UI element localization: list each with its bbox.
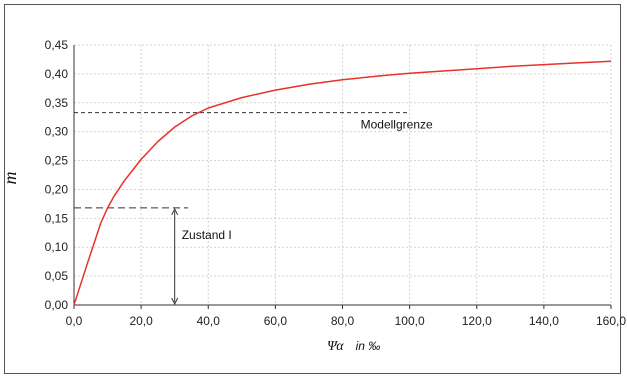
y-tick-label: 0,00 xyxy=(45,298,69,312)
y-tick-label: 0,45 xyxy=(45,38,69,52)
series-layer xyxy=(73,60,612,306)
x-tick-label: 40,0 xyxy=(197,314,221,328)
x-tick-label: 60,0 xyxy=(264,314,288,328)
x-axis-label-symbol: Ψα xyxy=(327,339,344,354)
x-tick-label: 20,0 xyxy=(129,314,153,328)
y-tick-label: 0,35 xyxy=(45,96,69,110)
x-axis-label: Ψα in ‰ xyxy=(327,337,380,354)
modellgrenze-label: Modellgrenze xyxy=(361,118,433,132)
zustand-label: Zustand I xyxy=(182,228,232,242)
x-tick-label: 120,0 xyxy=(462,314,492,328)
x-tick-label: 160,0 xyxy=(596,314,626,328)
y-tick-label: 0,10 xyxy=(45,240,69,254)
y-tick-label: 0,15 xyxy=(45,211,69,225)
axes xyxy=(73,45,612,309)
x-tick-labels: 0,0 20,0 40,0 60,0 80,0 100,0 120,0 140,0 160,0 xyxy=(66,314,627,328)
zustand-arrow-head-up xyxy=(171,207,179,216)
x-axis-label-unit: in ‰ xyxy=(356,339,381,353)
y-tick-label: 0,30 xyxy=(45,125,69,139)
grid xyxy=(74,44,612,305)
x-tick-label: 140,0 xyxy=(529,314,559,328)
y-axis-label: m xyxy=(0,172,20,185)
x-tick-label: 100,0 xyxy=(395,314,425,328)
y-tick-label: 0,05 xyxy=(45,269,69,283)
y-tick-labels: 0,00 0,05 0,10 0,15 0,20 0,25 0,30 0,35 0,40 0,45 xyxy=(45,38,69,312)
x-tick-label: 0,0 xyxy=(66,314,83,328)
annotations: Modellgrenze Zustand I xyxy=(74,112,433,306)
zustand-arrow-head-down xyxy=(171,297,179,306)
y-tick-label: 0,20 xyxy=(45,182,69,196)
x-tick-label: 80,0 xyxy=(331,314,355,328)
series-line xyxy=(73,60,612,306)
y-tick-label: 0,25 xyxy=(45,154,69,168)
y-tick-label: 0,40 xyxy=(45,67,69,81)
